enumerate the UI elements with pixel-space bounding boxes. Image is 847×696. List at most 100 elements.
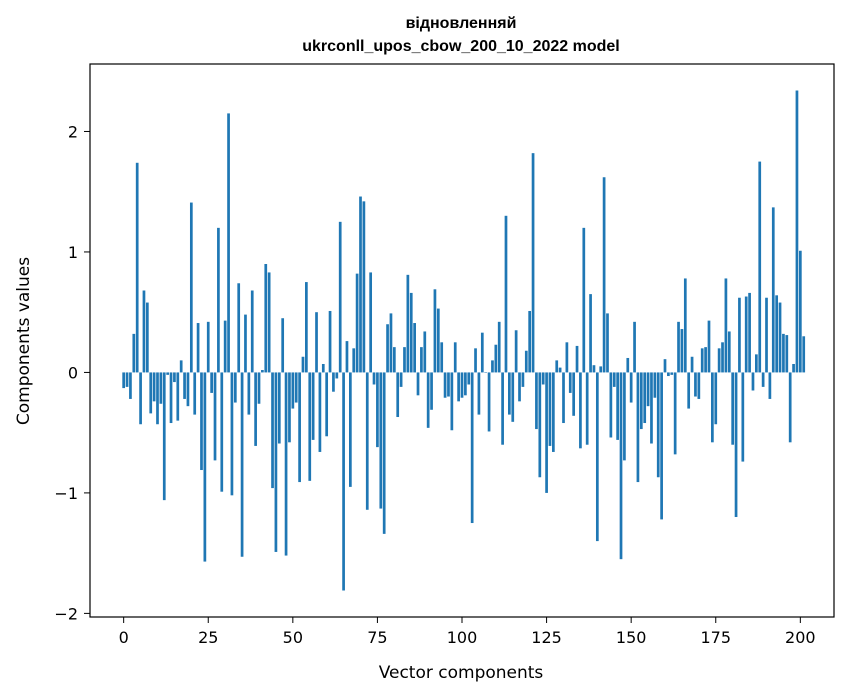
- bar-component-109: [491, 360, 494, 373]
- bar-component-55: [308, 372, 312, 481]
- bar-component-194: [778, 302, 782, 373]
- bar-component-32: [230, 372, 234, 496]
- bar-component-41: [261, 370, 264, 373]
- bar-component-110: [494, 344, 498, 373]
- bar-component-104: [474, 348, 477, 373]
- bar-component-119: [524, 350, 528, 373]
- bar-component-85: [409, 292, 413, 373]
- bar-component-63: [335, 372, 339, 379]
- bar-component-31: [227, 113, 230, 373]
- bar-component-146: [616, 372, 619, 440]
- bar-component-148: [623, 372, 626, 461]
- x-tick-label: 50: [283, 628, 303, 647]
- bar-component-20: [189, 202, 193, 373]
- bar-component-161: [667, 372, 670, 377]
- bar-component-180: [731, 372, 735, 445]
- bar-component-4: [135, 162, 139, 373]
- bar-component-187: [755, 354, 758, 373]
- bar-component-140: [595, 372, 599, 542]
- bar-component-87: [416, 372, 420, 396]
- bar-component-5: [139, 372, 142, 425]
- bar-component-8: [149, 372, 153, 414]
- bar-component-106: [480, 332, 484, 373]
- bar-component-142: [602, 177, 606, 373]
- bar-component-111: [497, 321, 501, 373]
- bar-component-88: [420, 347, 423, 373]
- bar-component-22: [196, 323, 200, 373]
- bar-component-192: [771, 207, 775, 373]
- bar-component-150: [629, 372, 633, 403]
- bar-component-97: [450, 372, 454, 431]
- bar-component-91: [430, 372, 433, 410]
- bar-component-79: [389, 313, 393, 373]
- bar-component-156: [650, 372, 653, 444]
- bar-component-117: [518, 372, 521, 402]
- bar-component-83: [403, 347, 406, 373]
- bar-component-123: [538, 372, 542, 478]
- bar-component-154: [643, 372, 647, 424]
- bar-component-163: [673, 372, 677, 455]
- bar-component-190: [765, 297, 768, 373]
- plot-frame: [89, 63, 835, 618]
- bar-component-178: [724, 278, 728, 373]
- y-tick-label: 0: [68, 363, 78, 382]
- bar-component-38: [250, 290, 254, 373]
- bar-component-74: [372, 372, 376, 385]
- bar-component-122: [535, 372, 538, 430]
- bar-component-128: [555, 360, 559, 373]
- bar-component-57: [315, 312, 318, 373]
- bar-component-48: [284, 372, 288, 556]
- bar-component-186: [751, 372, 755, 391]
- bar-component-175: [714, 372, 718, 425]
- bar-component-82: [399, 372, 403, 387]
- bar-component-28: [217, 227, 220, 373]
- bar-component-198: [792, 363, 795, 373]
- bar-component-84: [406, 274, 410, 373]
- bar-component-92: [433, 289, 437, 373]
- bar-component-199: [795, 90, 799, 373]
- bar-component-139: [592, 365, 596, 373]
- bar-component-11: [159, 372, 163, 404]
- bar-component-25: [206, 321, 210, 373]
- bar-component-19: [186, 372, 190, 407]
- bar-component-3: [132, 333, 136, 373]
- bar-component-131: [565, 342, 569, 373]
- bar-component-51: [294, 372, 298, 403]
- bar-component-197: [788, 372, 792, 443]
- bar-component-45: [274, 372, 278, 552]
- bar-component-98: [453, 342, 457, 373]
- bar-component-103: [470, 372, 474, 524]
- x-axis-label: Vector components: [379, 663, 544, 683]
- bar-component-127: [552, 372, 555, 452]
- bar-component-108: [487, 372, 491, 432]
- bar-component-59: [321, 363, 325, 373]
- bar-component-77: [382, 372, 386, 534]
- bar-component-132: [568, 372, 572, 393]
- bar-component-124: [541, 372, 545, 385]
- y-tick-label: −2: [54, 604, 78, 623]
- bar-component-201: [802, 336, 806, 373]
- bar-component-105: [477, 372, 481, 415]
- bar-component-114: [508, 372, 511, 415]
- bar-component-135: [579, 372, 582, 449]
- bar-component-167: [687, 372, 691, 409]
- bar-component-191: [768, 372, 772, 399]
- bar-component-99: [457, 372, 460, 402]
- bar-component-166: [683, 278, 687, 373]
- bar-component-96: [447, 372, 450, 397]
- bar-component-182: [738, 297, 741, 373]
- x-tick-label: 150: [616, 628, 647, 647]
- bar-component-153: [639, 372, 643, 430]
- bar-component-36: [244, 314, 247, 373]
- bar-component-26: [210, 372, 213, 393]
- bar-component-66: [345, 341, 349, 373]
- y-axis-label: Components values: [14, 257, 34, 425]
- bar-component-14: [169, 372, 173, 424]
- bar-component-24: [203, 372, 207, 562]
- bar-component-18: [183, 372, 186, 399]
- bar-component-130: [562, 372, 565, 424]
- bar-component-196: [785, 335, 789, 373]
- bar-component-159: [660, 372, 663, 520]
- bar-component-33: [233, 372, 237, 403]
